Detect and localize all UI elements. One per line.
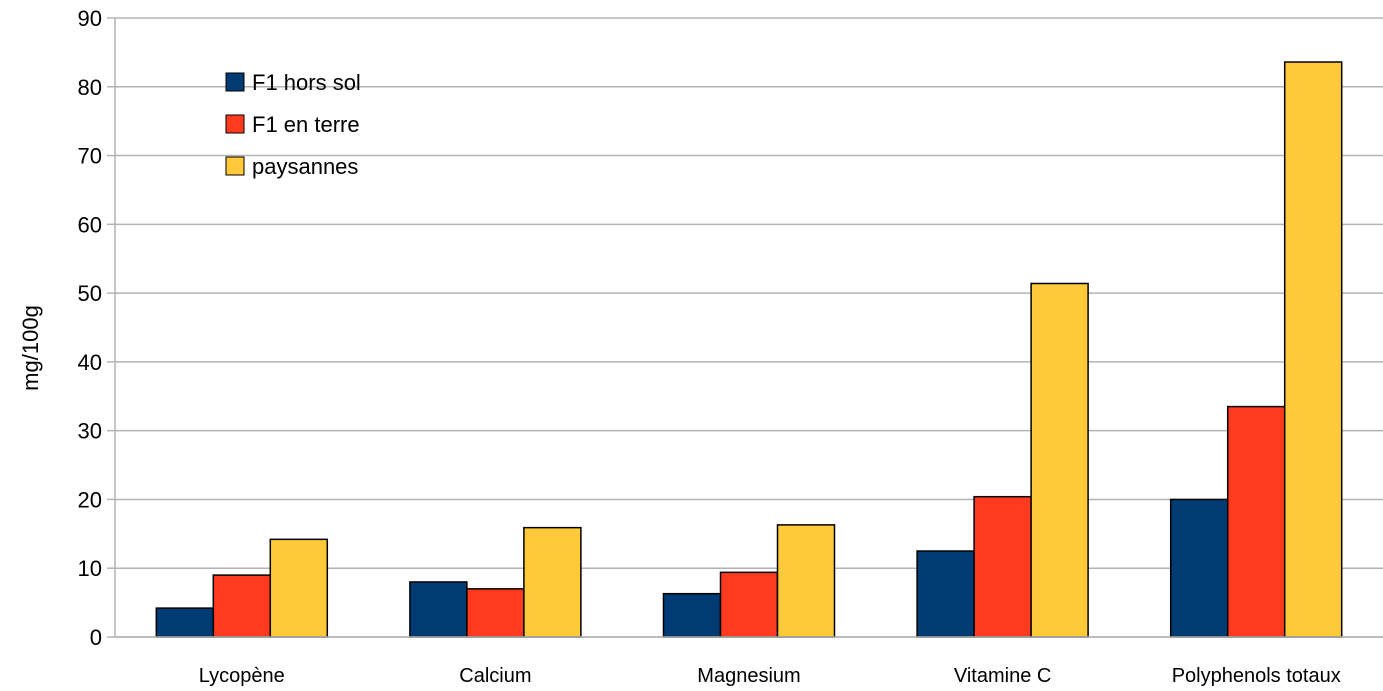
bar-f1-en-terre-4 xyxy=(1226,405,1286,638)
bar-paysannes-1 xyxy=(523,526,582,638)
legend-label: paysannes xyxy=(252,154,358,179)
legend: F1 hors sol F1 en terre paysannes xyxy=(225,70,361,179)
legend-label: F1 hors sol xyxy=(252,70,361,95)
bar-paysannes-2 xyxy=(776,524,836,638)
bar-paysannes-4 xyxy=(1283,61,1343,638)
x-category-label: Vitamine C xyxy=(954,665,1051,687)
x-category-labels: Lycopène Calcium Magnesium Vitamine C Polyph… xyxy=(199,665,1341,687)
legend-swatch xyxy=(225,114,245,134)
bar-f1-hors-sol-1 xyxy=(409,581,468,638)
bar-f1-hors-sol-4 xyxy=(1169,498,1229,638)
axes xyxy=(107,17,1383,638)
bar-f1-en-terre-3 xyxy=(973,495,1032,638)
bar-f1-en-terre-2 xyxy=(719,571,779,638)
x-category-label: Polyphenols totaux xyxy=(1172,665,1341,687)
y-tick-label: 70 xyxy=(78,144,102,169)
bar-paysannes-0 xyxy=(269,538,329,638)
y-tick-label: 20 xyxy=(78,487,102,512)
legend-label: F1 en terre xyxy=(252,112,360,137)
bar-f1-en-terre-0 xyxy=(212,574,272,638)
bar-f1-en-terre-1 xyxy=(466,588,525,638)
y-tick-label: 80 xyxy=(78,75,102,100)
y-tick-labels: 0 10 20 30 40 50 60 70 80 90 xyxy=(78,6,102,650)
y-tick-label: 30 xyxy=(78,419,102,444)
legend-swatch xyxy=(225,72,245,92)
y-tick-label: 40 xyxy=(78,350,102,375)
x-category-label: Magnesium xyxy=(697,665,800,687)
bar-f1-hors-sol-3 xyxy=(916,550,975,638)
bars xyxy=(155,61,1343,638)
bar-f1-hors-sol-2 xyxy=(662,592,722,638)
bar-paysannes-3 xyxy=(1030,282,1089,638)
y-tick-label: 60 xyxy=(78,212,102,237)
y-tick-label: 90 xyxy=(78,6,102,31)
legend-swatch xyxy=(225,156,245,176)
y-tick-label: 50 xyxy=(78,281,102,306)
x-category-label: Calcium xyxy=(459,665,531,687)
y-axis-title: mg/100g xyxy=(18,305,43,391)
y-tick-label: 10 xyxy=(78,556,102,581)
bar-f1-hors-sol-0 xyxy=(155,607,215,638)
y-tick-label: 0 xyxy=(90,625,102,650)
x-category-label: Lycopène xyxy=(199,665,285,687)
